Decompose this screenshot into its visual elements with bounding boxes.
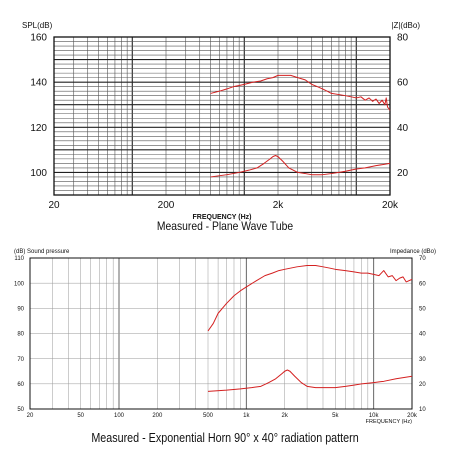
impedance-curve <box>207 369 413 392</box>
x-tick-label: 200 <box>152 413 163 419</box>
x-tick-label: 10k <box>369 413 380 419</box>
x-tick-label: 20k <box>382 200 399 211</box>
right-y-tick-label: 10 <box>419 407 426 413</box>
right-y-tick-label: 40 <box>419 332 426 338</box>
x-tick-label: 200 <box>158 200 175 211</box>
x-tick-label: 500 <box>203 413 214 419</box>
x-tick-label: 50 <box>77 413 84 419</box>
right-axis-title: Impedance (dBo) <box>390 249 436 255</box>
right-y-tick-label: 50 <box>419 306 426 312</box>
plot-frame <box>53 36 391 196</box>
left-axis-title: SPL(dB) <box>22 21 53 30</box>
bottom-chart-caption: Measured - Exponential Horn 90° x 40° ra… <box>91 431 359 445</box>
top-chart-caption: Measured - Plane Wave Tube <box>156 219 294 233</box>
left-y-tick-label: 100 <box>30 168 47 179</box>
left-axis-title: (dB) Sound pressure <box>14 249 70 255</box>
left-y-tick-label: 100 <box>14 281 25 287</box>
right-y-tick-label: 20 <box>397 168 409 179</box>
chart-1: 100 120 140 160 20 40 60 80 20 200 2k 20k SPL(dB) |Z|… <box>22 21 420 221</box>
left-y-tick-label: 80 <box>17 332 24 338</box>
x-tick-label: 100 <box>114 413 125 419</box>
left-y-tick-label: 70 <box>17 357 24 363</box>
right-y-tick-label: 40 <box>397 123 409 134</box>
x-tick-label: 20k <box>407 413 418 419</box>
right-y-tick-label: 60 <box>419 281 426 287</box>
plot-area <box>54 37 390 195</box>
left-y-tick-label: 50 <box>17 407 24 413</box>
x-tick-label: 20 <box>27 413 34 419</box>
left-y-tick-label: 140 <box>30 78 47 89</box>
impedance-curve <box>210 155 391 178</box>
right-y-tick-label: 30 <box>419 357 426 363</box>
left-y-tick-label: 60 <box>17 382 24 388</box>
x-tick-label: 1k <box>243 413 250 419</box>
right-axis-title: |Z|(dBo) <box>391 21 420 30</box>
right-y-tick-label: 60 <box>397 78 409 89</box>
left-y-tick-label: 160 <box>30 33 47 44</box>
left-y-tick-label: 110 <box>14 256 24 262</box>
x-axis-title: FREQUENCY (Hz) <box>193 214 252 221</box>
left-y-tick-label: 120 <box>30 123 47 134</box>
right-y-tick-label: 80 <box>397 33 409 44</box>
spl-curve <box>210 74 391 111</box>
x-axis-title: FREQUENCY (Hz) <box>366 419 413 425</box>
spl-curve <box>207 265 413 332</box>
x-tick-label: 20 <box>48 200 60 211</box>
x-tick-label: 5k <box>332 413 339 419</box>
left-y-tick-label: 90 <box>17 306 24 312</box>
x-tick-label: 2k <box>273 200 285 211</box>
right-y-tick-label: 20 <box>419 382 426 388</box>
plot-frame <box>29 257 413 410</box>
right-y-tick-label: 70 <box>419 256 426 262</box>
x-tick-label: 2k <box>281 413 288 419</box>
